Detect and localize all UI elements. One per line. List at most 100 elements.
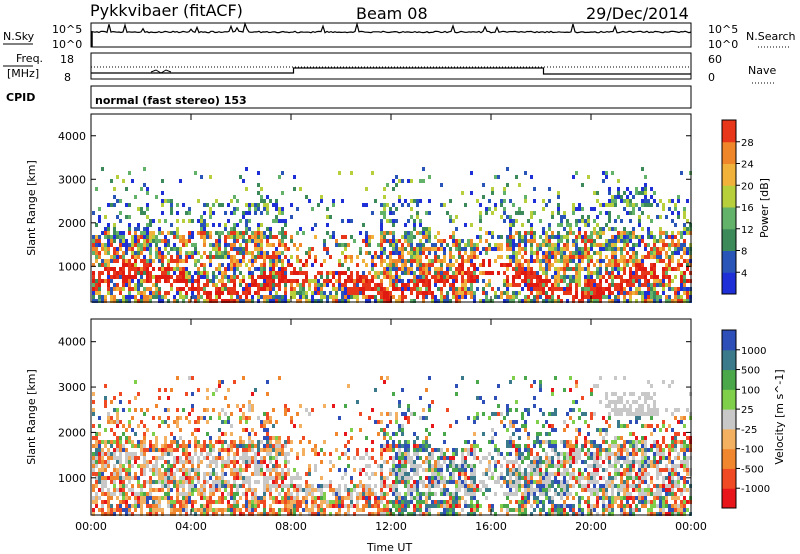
velocity-cell [242, 404, 245, 408]
velocity-cell [290, 504, 293, 508]
power-cell [551, 247, 554, 251]
power-cell [257, 291, 260, 295]
power-cell [218, 287, 221, 291]
velocity-cell [494, 460, 497, 464]
power-cell [560, 255, 563, 259]
velocity-cell [338, 504, 341, 508]
power-cell [128, 267, 131, 271]
power-cell [662, 287, 665, 291]
velocity-cell [401, 500, 404, 504]
power-cell [350, 279, 353, 283]
power-cell [569, 283, 572, 287]
power-cell [617, 179, 620, 183]
power-cell [335, 271, 338, 275]
power-cell [686, 231, 689, 235]
velocity-cell [278, 500, 281, 504]
velocity-cell [407, 512, 410, 516]
velocity-cell [470, 496, 473, 500]
velocity-cell [317, 508, 320, 512]
power-cell [680, 247, 683, 251]
power-cell [128, 215, 131, 219]
power-cell [473, 291, 476, 295]
power-cell [374, 299, 377, 303]
velocity-cell [473, 456, 476, 460]
velocity-cell [203, 456, 206, 460]
velocity-cell [257, 452, 260, 456]
power-cell [239, 251, 242, 255]
power-cell [347, 291, 350, 295]
power-cell [479, 263, 482, 267]
power-cell [494, 259, 497, 263]
velocity-cell [161, 480, 164, 484]
power-cell [599, 227, 602, 231]
velocity-cell [155, 448, 158, 452]
power-cell [521, 299, 524, 303]
power-cell [191, 283, 194, 287]
power-cell [560, 275, 563, 279]
velocity-cell [212, 456, 215, 460]
velocity-cell [218, 496, 221, 500]
power-cell [560, 267, 563, 271]
power-cell [623, 263, 626, 267]
velocity-cell [422, 416, 425, 420]
power-cell [404, 231, 407, 235]
velocity-cell [383, 380, 386, 384]
power-cell [626, 199, 629, 203]
power-cell [293, 243, 296, 247]
velocity-cell [476, 444, 479, 448]
power-cell [602, 243, 605, 247]
power-cell [305, 275, 308, 279]
power-cell [323, 283, 326, 287]
velocity-cell [512, 424, 515, 428]
power-cell [413, 219, 416, 223]
velocity-cell [392, 480, 395, 484]
power-cell [176, 275, 179, 279]
velocity-cell [92, 508, 95, 512]
power-cell [212, 271, 215, 275]
power-cell [398, 287, 401, 291]
power-cell [344, 235, 347, 239]
power-cell [308, 199, 311, 203]
power-cell [638, 235, 641, 239]
power-cell [353, 295, 356, 299]
velocity-cell [104, 468, 107, 472]
power-cell [500, 291, 503, 295]
power-cell [326, 251, 329, 255]
power-cell [179, 267, 182, 271]
power-cell [182, 271, 185, 275]
power-cell [122, 259, 125, 263]
power-cell [470, 283, 473, 287]
power-cell [326, 215, 329, 219]
power-cell [623, 239, 626, 243]
velocity-cell [110, 512, 113, 516]
power-cell [665, 231, 668, 235]
velocity-cell [185, 492, 188, 496]
velocity-cell [344, 432, 347, 436]
velocity-cell [236, 404, 239, 408]
power-cell [686, 251, 689, 255]
power-cell [377, 283, 380, 287]
power-cell [515, 283, 518, 287]
power-cell [467, 271, 470, 275]
power-cell [473, 243, 476, 247]
power-cell [683, 227, 686, 231]
power-cell [386, 271, 389, 275]
power-cell [488, 247, 491, 251]
velocity-cell [254, 508, 257, 512]
power-cell [665, 299, 668, 303]
power-cell [281, 279, 284, 283]
power-cell [608, 211, 611, 215]
power-cell [143, 247, 146, 251]
power-cell [140, 247, 143, 251]
velocity-cell [407, 460, 410, 464]
velocity-cell [149, 484, 152, 488]
velocity-cell [95, 480, 98, 484]
power-cell [128, 247, 131, 251]
velocity-cell [374, 472, 377, 476]
velocity-cell [176, 496, 179, 500]
power-cell [467, 291, 470, 295]
velocity-cell [446, 408, 449, 412]
velocity-cell [113, 488, 116, 492]
power-cell [362, 283, 365, 287]
power-cell [629, 271, 632, 275]
